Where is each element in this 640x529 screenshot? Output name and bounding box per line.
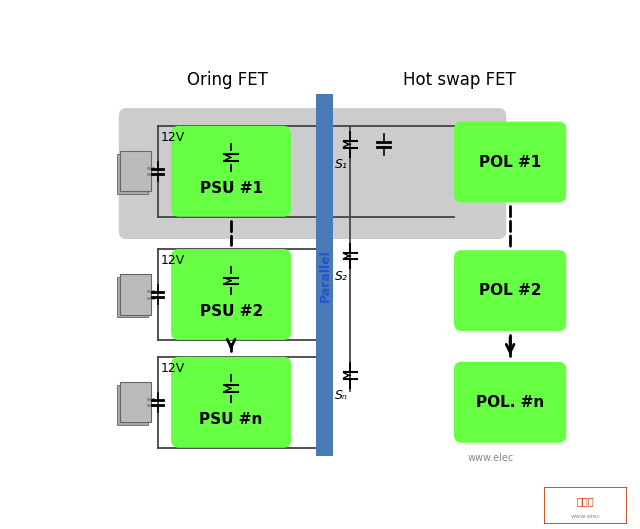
Text: PSU #n: PSU #n bbox=[200, 412, 263, 427]
Text: POL #1: POL #1 bbox=[479, 154, 541, 169]
Text: PSU #2: PSU #2 bbox=[200, 304, 263, 319]
Text: Sₙ: Sₙ bbox=[335, 389, 348, 402]
Bar bbox=[120, 275, 151, 315]
Bar bbox=[120, 382, 151, 422]
FancyBboxPatch shape bbox=[171, 126, 291, 217]
Bar bbox=[316, 94, 333, 456]
Text: S₁: S₁ bbox=[335, 158, 348, 171]
FancyBboxPatch shape bbox=[454, 250, 566, 331]
Bar bbox=[117, 153, 148, 194]
Text: www.elec: www.elec bbox=[468, 453, 514, 463]
FancyBboxPatch shape bbox=[171, 357, 291, 448]
Text: 12V: 12V bbox=[161, 131, 185, 144]
Bar bbox=[117, 385, 148, 425]
FancyBboxPatch shape bbox=[454, 122, 566, 203]
Text: 12V: 12V bbox=[161, 254, 185, 267]
Text: POL #2: POL #2 bbox=[479, 283, 541, 298]
Text: Parallel: Parallel bbox=[319, 249, 332, 302]
Bar bbox=[120, 151, 151, 191]
Bar bbox=[117, 277, 148, 317]
Text: S₂: S₂ bbox=[335, 269, 348, 282]
Text: PSU #1: PSU #1 bbox=[200, 181, 262, 196]
Text: www.elec: www.elec bbox=[571, 514, 600, 519]
Text: POL. #n: POL. #n bbox=[476, 395, 544, 410]
Text: 电子发: 电子发 bbox=[577, 497, 595, 506]
Text: Oring FET: Oring FET bbox=[187, 71, 268, 89]
Text: Hot swap FET: Hot swap FET bbox=[403, 71, 516, 89]
Text: 12V: 12V bbox=[161, 362, 185, 375]
FancyBboxPatch shape bbox=[119, 108, 506, 239]
FancyBboxPatch shape bbox=[454, 362, 566, 443]
FancyBboxPatch shape bbox=[171, 249, 291, 340]
